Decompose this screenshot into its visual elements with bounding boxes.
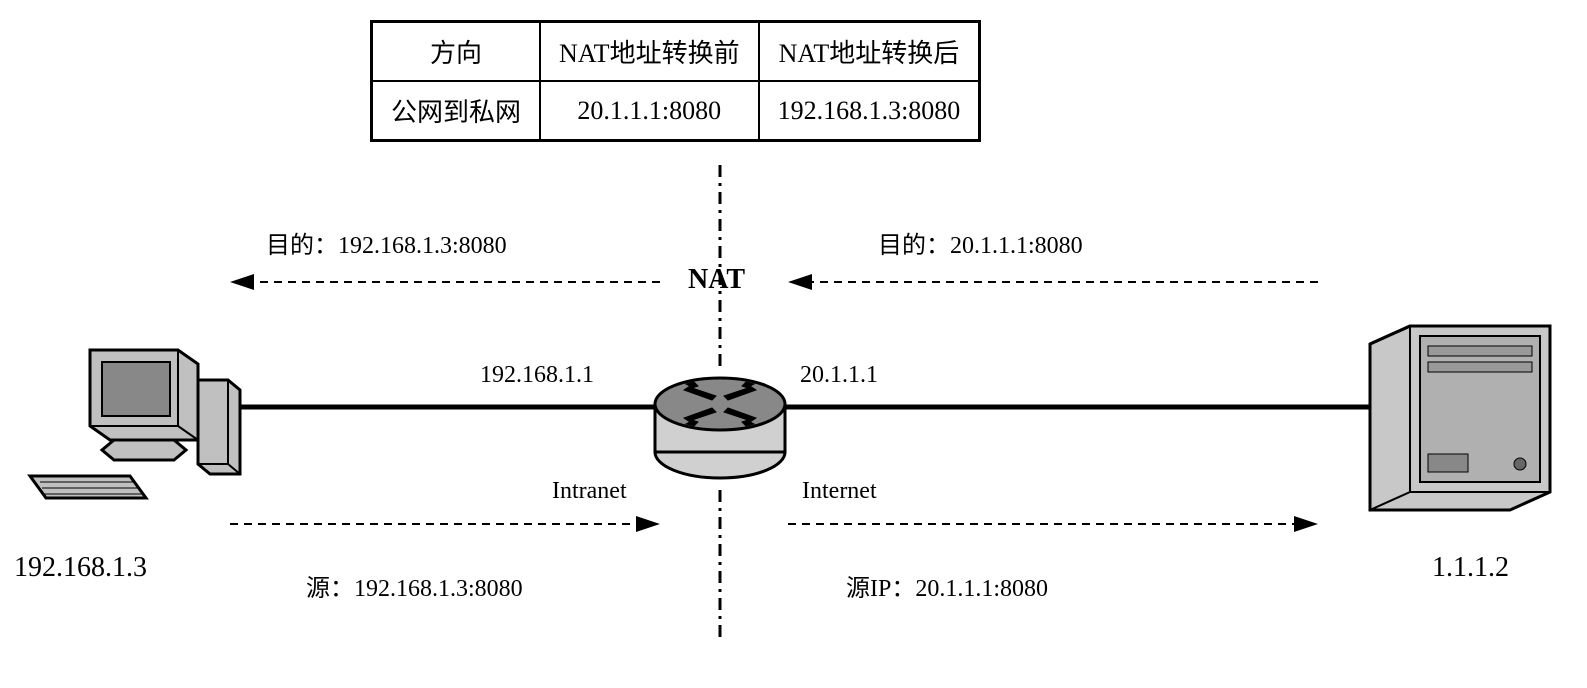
pc-icon xyxy=(30,350,240,498)
nat-label: NAT xyxy=(688,264,745,296)
table-data-row: 公网到私网 20.1.1.1:8080 192.168.1.3:8080 xyxy=(372,81,980,141)
col-after: NAT地址转换后 xyxy=(759,22,980,82)
col-direction: 方向 xyxy=(372,22,541,82)
router-left-ip: 192.168.1.1 xyxy=(480,362,594,389)
col-before: NAT地址转换前 xyxy=(540,22,759,82)
table-header-row: 方向 NAT地址转换前 NAT地址转换后 xyxy=(372,22,980,82)
dest-left-label: 目的：192.168.1.3:8080 xyxy=(266,225,507,260)
cell-direction: 公网到私网 xyxy=(372,81,541,141)
router-icon xyxy=(655,378,785,478)
internet-label: Internet xyxy=(802,478,877,505)
arrow-dest-right xyxy=(788,274,1318,290)
dest-right-label: 目的：20.1.1.1:8080 xyxy=(878,225,1083,260)
src-left-label: 源：192.168.1.3:8080 xyxy=(306,568,523,603)
arrow-src-left xyxy=(230,516,660,532)
cell-after: 192.168.1.3:8080 xyxy=(759,81,980,141)
server-ip: 1.1.1.2 xyxy=(1432,552,1509,584)
arrow-src-right xyxy=(788,516,1318,532)
intranet-label: Intranet xyxy=(552,478,627,505)
server-icon xyxy=(1370,326,1550,510)
cell-before: 20.1.1.1:8080 xyxy=(540,81,759,141)
arrow-dest-left xyxy=(230,274,660,290)
src-right-label: 源IP：20.1.1.1:8080 xyxy=(846,568,1048,603)
pc-ip: 192.168.1.3 xyxy=(14,552,147,584)
nat-translation-table: 方向 NAT地址转换前 NAT地址转换后 公网到私网 20.1.1.1:8080… xyxy=(370,20,981,142)
router-right-ip: 20.1.1.1 xyxy=(800,362,878,389)
